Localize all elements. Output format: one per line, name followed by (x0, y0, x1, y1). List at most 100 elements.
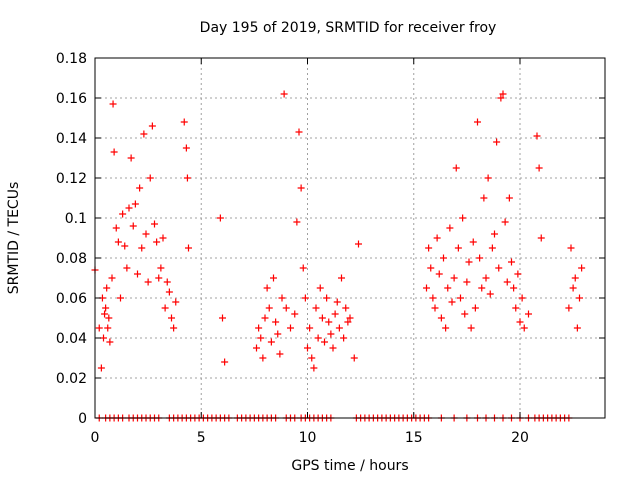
data-point (105, 314, 113, 322)
data-point (95, 324, 103, 332)
data-point (525, 310, 532, 318)
x-tick-label: 5 (197, 430, 206, 446)
data-point (533, 132, 541, 140)
data-point (440, 254, 447, 262)
data-point (571, 274, 579, 282)
data-point (452, 164, 460, 172)
data-point (104, 324, 112, 332)
data-point (437, 314, 445, 322)
data-point (537, 234, 545, 242)
data-point (287, 324, 294, 332)
data-point (138, 244, 146, 252)
data-point (312, 304, 320, 312)
data-point (101, 310, 109, 318)
data-point (267, 338, 275, 346)
data-point (442, 324, 450, 332)
data-point (310, 364, 318, 372)
y-tick-label: 0.06 (56, 291, 87, 307)
data-point (463, 278, 471, 286)
data-point (97, 364, 105, 372)
data-point (146, 174, 154, 182)
data-point (425, 244, 433, 252)
data-point (321, 338, 328, 346)
y-tick-label: 0.12 (56, 171, 87, 187)
data-point (148, 122, 156, 130)
data-point (454, 244, 462, 252)
data-point (520, 324, 528, 332)
data-point (323, 294, 331, 302)
data-point (431, 304, 439, 312)
data-point (295, 128, 303, 136)
data-point (518, 294, 526, 302)
data-point (471, 304, 479, 312)
chart-title: Day 195 of 2019, SRMTID for receiver fro… (200, 20, 497, 36)
data-point (497, 94, 505, 102)
data-point (448, 298, 456, 306)
data-point (578, 264, 586, 272)
y-tick-label: 0.1 (65, 211, 87, 227)
data-point (180, 118, 188, 126)
data-point (514, 270, 522, 278)
axes: 0 0.02 0.04 0.06 0.08 0.1 0.12 0.14 0.16 0.18 0 5 10… (56, 51, 605, 446)
data-point (110, 148, 118, 156)
data-point (503, 278, 511, 286)
data-point (306, 324, 314, 332)
data-point (278, 294, 286, 302)
data-point (486, 290, 494, 298)
data-point (567, 244, 575, 252)
data-point (457, 294, 464, 302)
data-point (272, 318, 280, 326)
data-point (170, 324, 178, 332)
y-tick-label: 0.04 (56, 331, 87, 347)
data-point (161, 304, 169, 312)
data-point (450, 274, 458, 282)
data-point (299, 264, 307, 272)
data-point (276, 350, 284, 358)
data-point (480, 194, 488, 202)
data-point (333, 298, 341, 306)
data-point (338, 274, 345, 282)
data-point (308, 354, 316, 362)
x-tick-label: 20 (511, 430, 529, 446)
data-point (100, 334, 107, 342)
data-point (151, 220, 158, 228)
x-tick-label: 0 (91, 430, 100, 446)
data-point (172, 298, 180, 306)
data-point (304, 344, 311, 352)
data-point (474, 118, 481, 126)
data-point (114, 238, 122, 246)
data-point (493, 138, 501, 146)
data-point (123, 264, 131, 272)
data-point (346, 314, 354, 322)
data-point (134, 270, 141, 278)
data-point (535, 164, 543, 172)
data-point (444, 284, 452, 292)
data-point (478, 284, 486, 292)
grid (95, 58, 605, 418)
data-point (329, 344, 337, 352)
data-point (465, 258, 473, 266)
data-point (435, 270, 443, 278)
data-point (136, 184, 144, 192)
y-tick-label: 0.14 (56, 131, 87, 147)
data-point (163, 278, 171, 286)
data-point (121, 242, 129, 250)
data-point (427, 264, 435, 272)
data-point (259, 354, 267, 362)
data-point (340, 334, 348, 342)
data-point (491, 230, 498, 238)
data-point (314, 334, 322, 342)
data-point (185, 244, 192, 252)
data-point (516, 318, 524, 326)
data-point (102, 304, 110, 312)
data-point (316, 284, 324, 292)
data-point (499, 90, 507, 98)
data-point (433, 234, 441, 242)
data-point (257, 334, 265, 342)
data-point (106, 338, 114, 346)
data-point (142, 230, 150, 238)
data-point (350, 354, 358, 362)
y-tick-label: 0 (78, 411, 87, 427)
y-tick-label: 0.02 (56, 371, 87, 387)
